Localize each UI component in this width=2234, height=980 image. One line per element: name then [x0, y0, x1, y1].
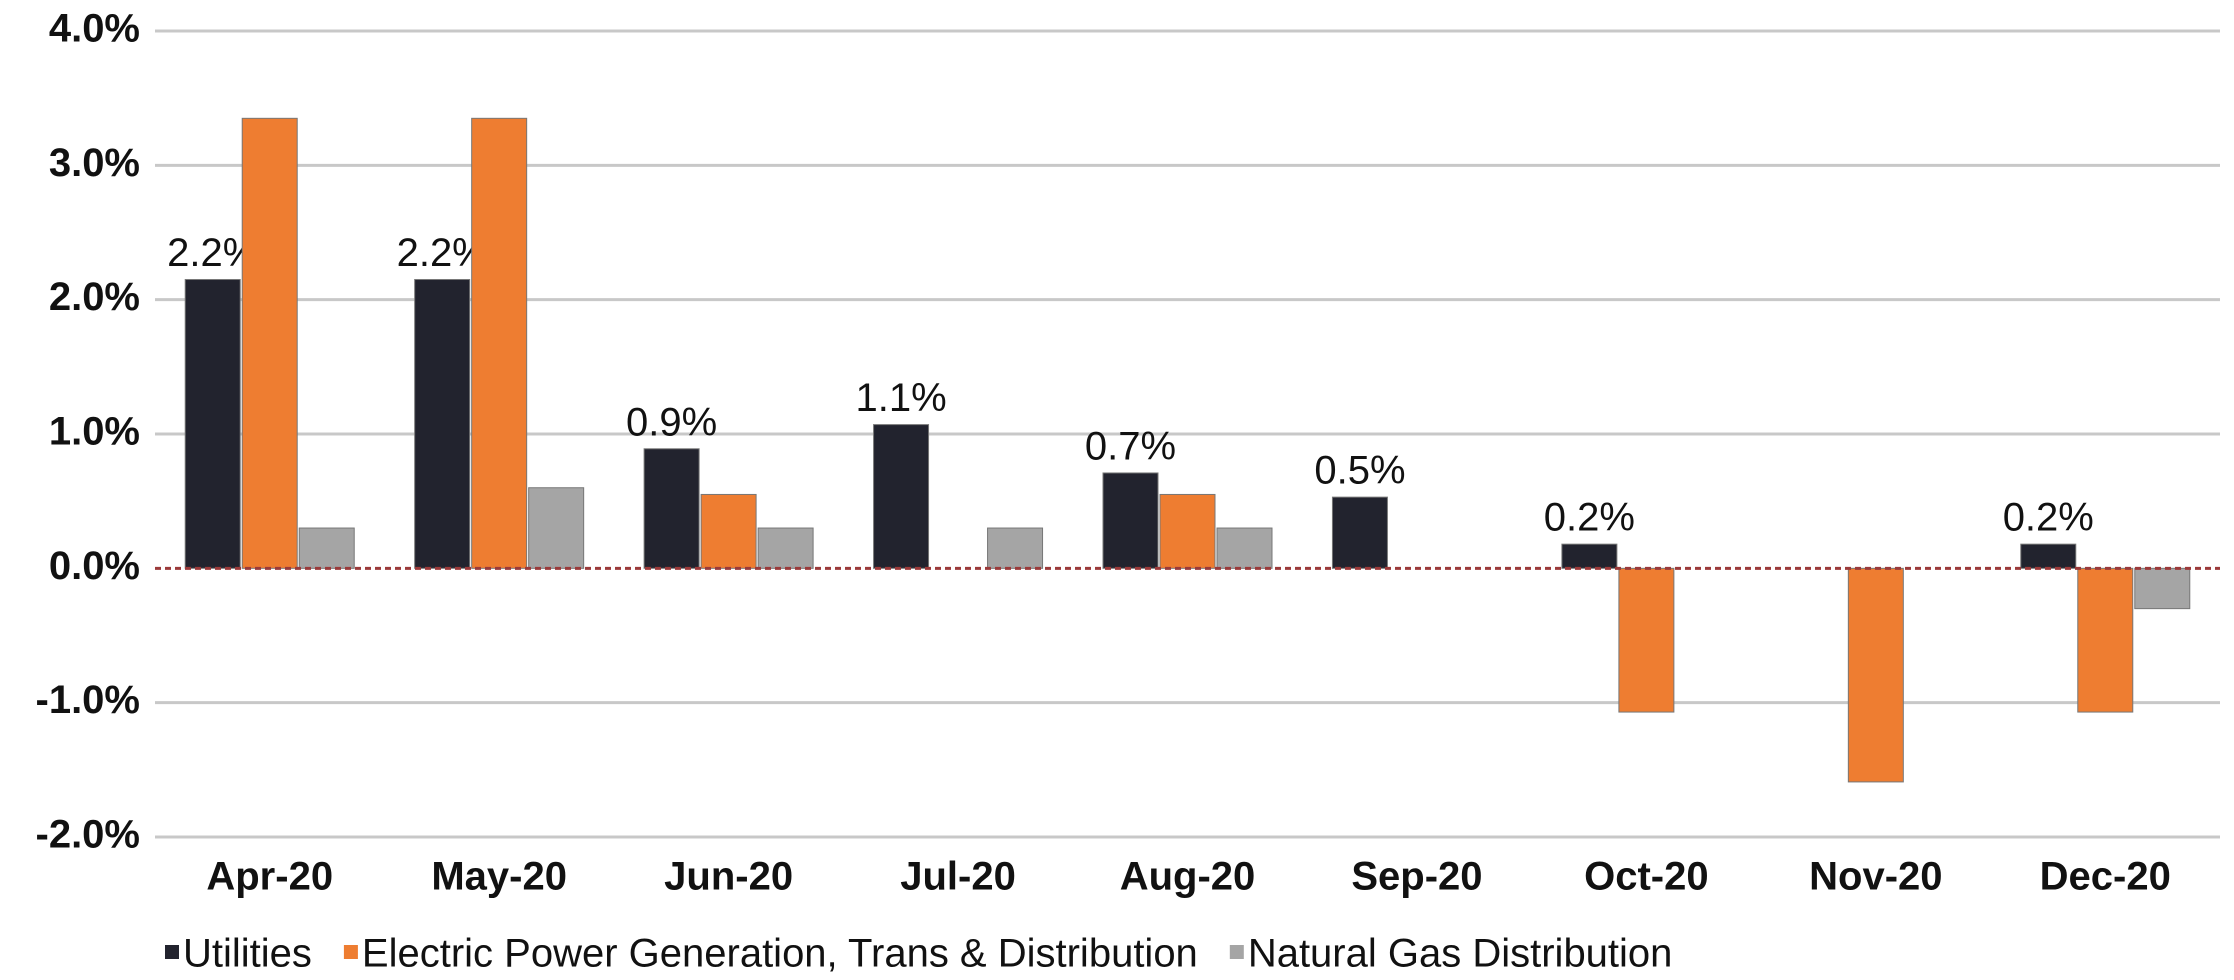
legend-marker — [343, 945, 358, 959]
bar — [1216, 527, 1273, 569]
data-label: 0.7% — [1085, 425, 1176, 469]
x-tick-label: Dec-20 — [2040, 855, 2171, 899]
bar — [757, 527, 814, 569]
bar — [700, 493, 757, 569]
bar — [643, 448, 700, 569]
data-label: 0.2% — [2003, 496, 2094, 540]
bar — [2020, 543, 2077, 569]
bar — [1159, 493, 1216, 569]
x-tick-label: Apr-20 — [206, 855, 333, 899]
x-tick-label: Nov-20 — [1809, 855, 1942, 899]
data-label: 0.5% — [1314, 449, 1405, 493]
bar — [987, 527, 1044, 569]
y-tick-label: 0.0% — [49, 544, 140, 588]
legend-marker — [1229, 945, 1244, 959]
y-tick-label: -1.0% — [36, 678, 141, 722]
bar — [2134, 567, 2191, 610]
bar — [1561, 543, 1618, 569]
data-label: 0.9% — [626, 400, 717, 444]
y-tick-label: 1.0% — [49, 410, 140, 454]
x-tick-label: Aug-20 — [1120, 855, 1256, 899]
bar — [471, 117, 528, 569]
legend-label: Utilities — [183, 932, 312, 976]
bar — [2077, 567, 2134, 713]
data-label: 1.1% — [855, 376, 946, 420]
y-tick-label: 4.0% — [49, 7, 140, 51]
x-tick-label: Jun-20 — [664, 855, 793, 899]
bar — [414, 279, 471, 569]
bar — [1331, 496, 1388, 569]
x-tick-label: Oct-20 — [1584, 855, 1709, 899]
x-tick-label: May-20 — [431, 855, 567, 899]
bar — [298, 527, 355, 569]
legend-label: Electric Power Generation, Trans & Distr… — [362, 932, 1198, 976]
bar — [241, 117, 298, 569]
y-tick-label: 2.0% — [49, 275, 140, 319]
bar — [184, 279, 241, 569]
bar — [1618, 567, 1675, 713]
y-tick-label: 3.0% — [49, 141, 140, 185]
data-label: 0.2% — [1544, 496, 1635, 540]
legend-marker — [165, 945, 179, 959]
bar — [1102, 472, 1159, 569]
bar — [873, 424, 930, 569]
legend-label: Natural Gas Distribution — [1248, 932, 1673, 976]
x-tick-label: Sep-20 — [1351, 855, 1482, 899]
x-tick-label: Jul-20 — [900, 855, 1016, 899]
bar — [1847, 567, 1904, 783]
bar — [528, 487, 585, 569]
y-tick-label: -2.0% — [36, 813, 141, 857]
